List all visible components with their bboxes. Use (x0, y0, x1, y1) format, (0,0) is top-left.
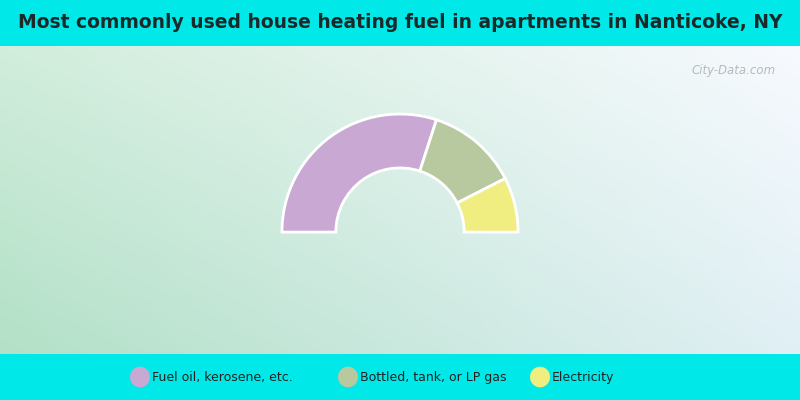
Wedge shape (457, 178, 518, 232)
Ellipse shape (130, 367, 150, 387)
Text: Most commonly used house heating fuel in apartments in Nanticoke, NY: Most commonly used house heating fuel in… (18, 14, 782, 32)
Wedge shape (282, 114, 437, 232)
Wedge shape (420, 120, 505, 203)
Ellipse shape (338, 367, 358, 387)
Text: Electricity: Electricity (552, 370, 614, 384)
Text: Fuel oil, kerosene, etc.: Fuel oil, kerosene, etc. (152, 370, 293, 384)
Ellipse shape (530, 367, 550, 387)
Text: Bottled, tank, or LP gas: Bottled, tank, or LP gas (360, 370, 506, 384)
Text: City-Data.com: City-Data.com (692, 64, 776, 78)
